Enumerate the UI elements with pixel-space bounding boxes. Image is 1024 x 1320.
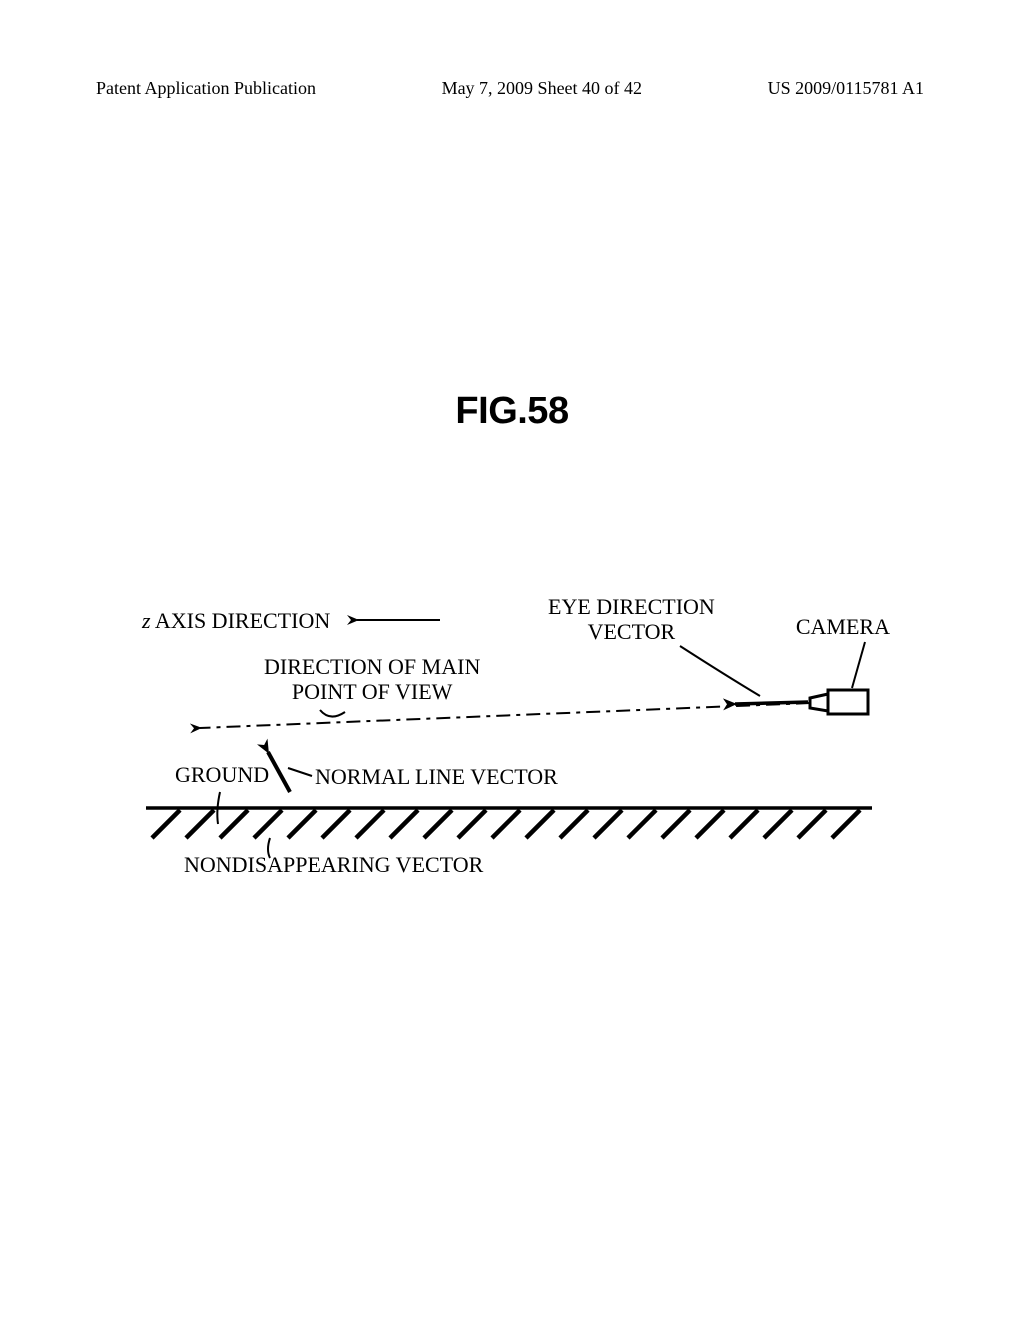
z-axis-label: z AXIS DIRECTION [142, 608, 330, 633]
header-pub-number: US 2009/0115781 A1 [768, 78, 924, 99]
main-pov-leader [320, 710, 345, 717]
main-pov-line2: POINT OF VIEW [292, 679, 453, 704]
eye-direction-line2: VECTOR [588, 619, 676, 644]
figure-title: FIG.58 [0, 390, 1024, 433]
eye-direction-label: EYE DIRECTION VECTOR [548, 594, 715, 645]
header-publication: Patent Application Publication [96, 78, 316, 99]
header-date-sheet: May 7, 2009 Sheet 40 of 42 [442, 78, 642, 99]
normal-line-label: NORMAL LINE VECTOR [315, 764, 558, 789]
eye-direction-line1: EYE DIRECTION [548, 594, 715, 619]
normal-line-leader [288, 768, 312, 776]
z-axis-text: AXIS DIRECTION [151, 608, 331, 633]
main-pov-line1: DIRECTION OF MAIN [264, 654, 480, 679]
ground-label: GROUND [175, 762, 269, 787]
header: Patent Application Publication May 7, 20… [0, 78, 1024, 99]
camera-leader [852, 642, 865, 688]
z-axis-italic: z [142, 608, 151, 633]
camera-icon [810, 690, 868, 714]
main-pov-label: DIRECTION OF MAIN POINT OF VIEW [264, 654, 480, 705]
diagram-container: z AXIS DIRECTION EYE DIRECTION VECTOR CA… [120, 580, 920, 930]
ground-hatching [152, 810, 860, 838]
main-pov-line [200, 703, 810, 728]
camera-label: CAMERA [796, 614, 890, 639]
normal-line-arrow [268, 752, 290, 792]
eye-direction-leader [680, 646, 760, 696]
nondisappearing-label: NONDISAPPEARING VECTOR [184, 852, 483, 877]
